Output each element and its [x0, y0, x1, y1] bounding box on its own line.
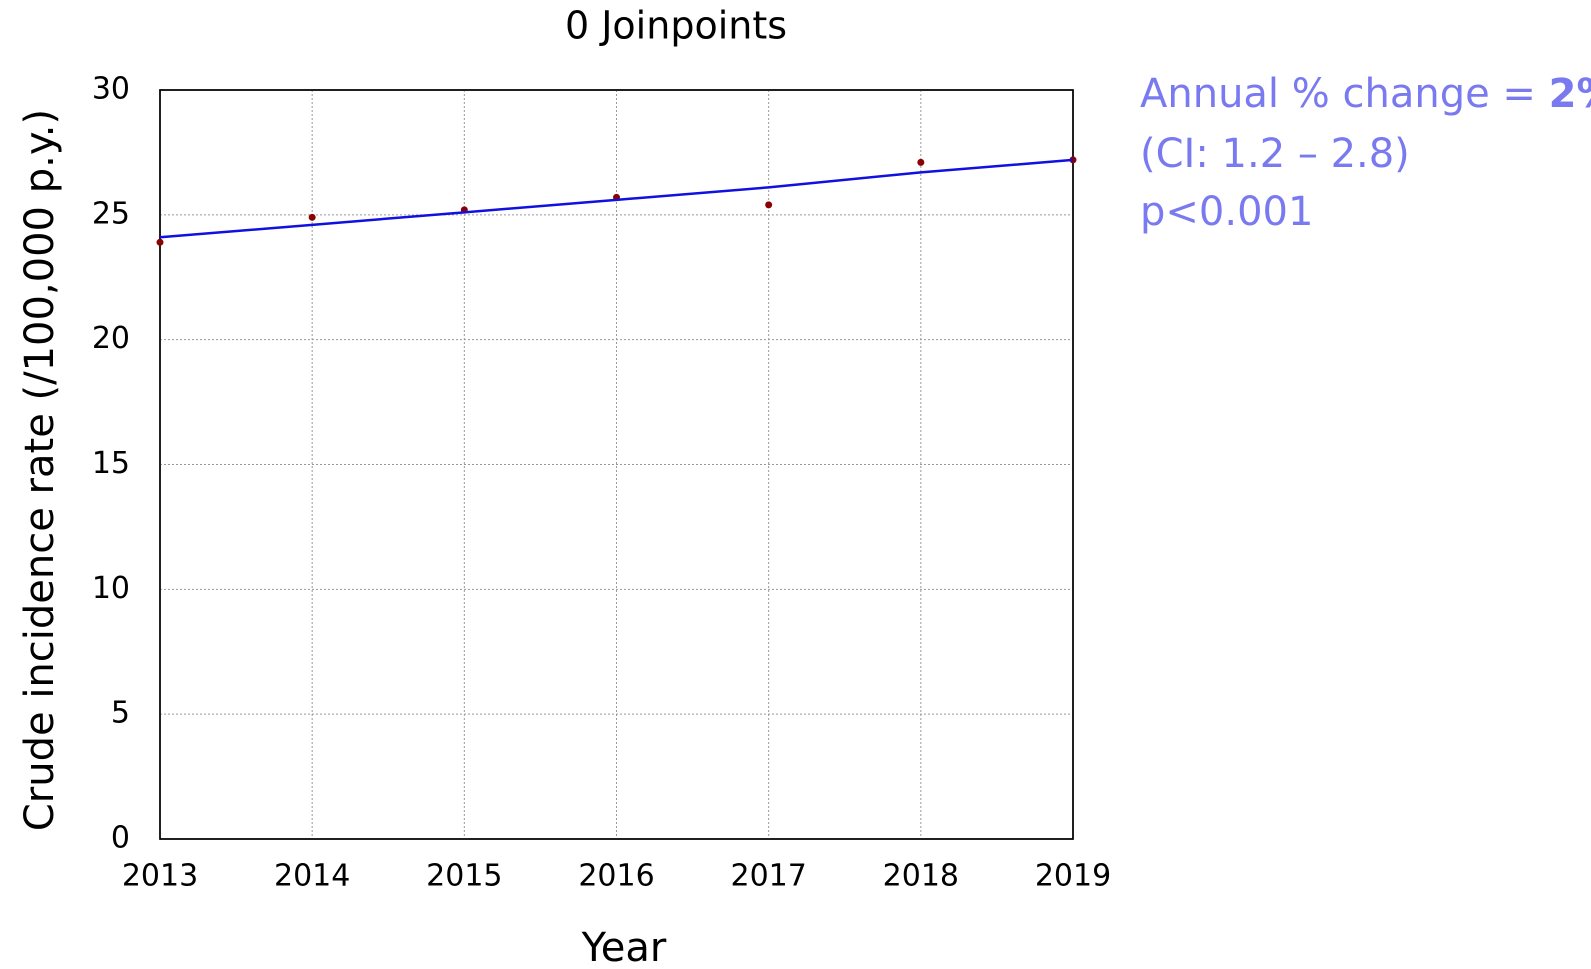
y-tick-label: 25: [92, 196, 130, 231]
annotation: Annual % change = 2%: [1140, 71, 1591, 117]
fit-line: [159, 158, 1074, 239]
data-point: [765, 201, 773, 209]
data-point: [156, 238, 164, 246]
x-tick-label: 2013: [122, 859, 198, 894]
x-tick-label: 2014: [274, 859, 350, 894]
y-tick-label: 20: [92, 321, 130, 356]
plot-frame: [159, 89, 1074, 840]
y-tick-label: 0: [111, 821, 130, 856]
x-tick-label: 2016: [578, 859, 654, 894]
annotation-ci: (CI: 1.2 – 2.8): [1140, 131, 1410, 177]
y-tick-label: 5: [111, 696, 130, 731]
annotation-p: p<0.001: [1140, 189, 1313, 235]
annotation-text: Annual % change =: [1140, 71, 1536, 117]
data-point: [917, 158, 925, 166]
chart-title: 0 Joinpoints: [565, 4, 787, 48]
data-point: [308, 213, 316, 221]
x-tick-label: 2019: [1035, 859, 1111, 894]
y-tick-label: 30: [92, 72, 130, 107]
x-tick-label: 2015: [426, 859, 502, 894]
y-tick-label: 15: [92, 446, 130, 481]
x-tick-label: 2018: [883, 859, 959, 894]
x-tick-label: 2017: [730, 859, 806, 894]
annotation-value: 2%: [1549, 71, 1591, 117]
y-axis-label: Crude incidence rate (/100,000 p.y.): [17, 109, 63, 831]
y-tick-label: 10: [92, 571, 130, 606]
x-axis-label: Year: [581, 925, 667, 969]
